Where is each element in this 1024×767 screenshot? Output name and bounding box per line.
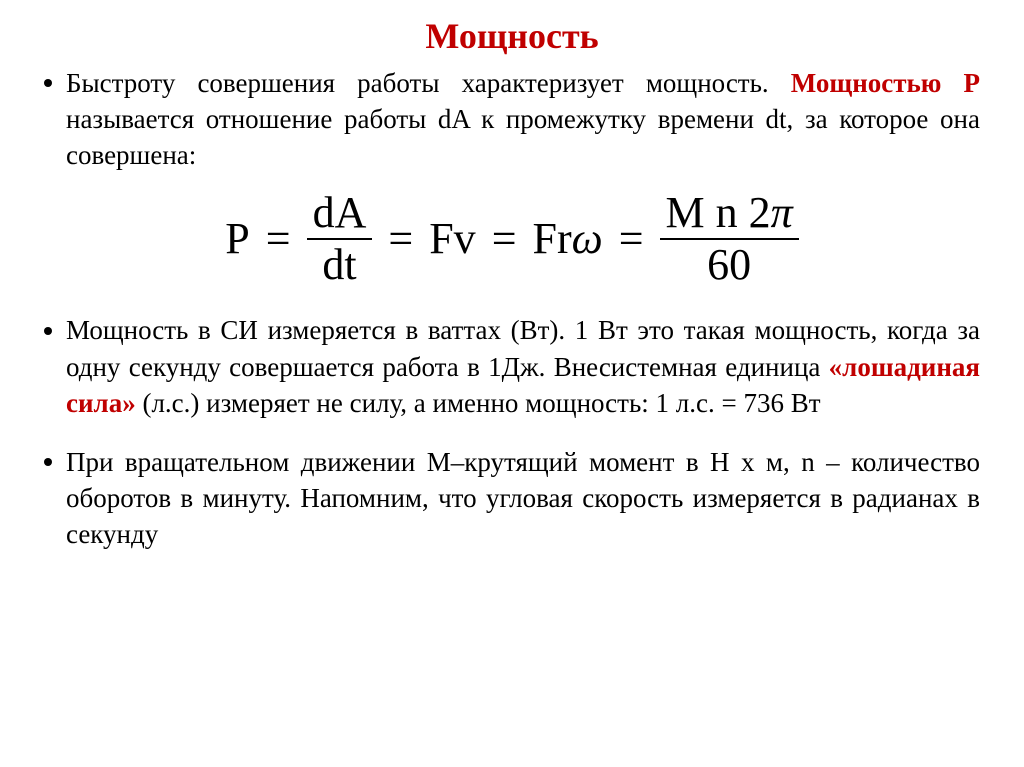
formula-eq1: =: [266, 217, 291, 261]
para1-text1: Быстроту совершения работы характеризует…: [66, 68, 791, 98]
formula-mid2-omega: ω: [572, 214, 603, 263]
formula-frac1-num: dA: [307, 188, 373, 238]
main-formula: P = dA dt = Fv = Frω = M n 2π 60: [44, 188, 980, 290]
formula-eq4: =: [619, 217, 644, 261]
formula-eq3: =: [492, 217, 517, 261]
para3-text1: При вращательном движении M–крутящий мом…: [66, 447, 980, 550]
formula-lhs: P: [225, 217, 249, 261]
formula-frac1: dA dt: [307, 188, 373, 290]
formula-mid2: Frω: [533, 217, 603, 261]
para2-text3: (л.с.) измеряет не силу, а именно мощнос…: [136, 388, 821, 418]
paragraph-2: Мощность в СИ измеряется в ваттах (Вт). …: [44, 312, 980, 421]
formula-eq2: =: [388, 217, 413, 261]
formula-frac1-den: dt: [316, 240, 362, 290]
formula-mid1: Fv: [429, 217, 475, 261]
page-title: Мощность: [44, 12, 980, 61]
formula-frac2-num: M n 2π: [660, 188, 799, 238]
para1-highlight: Мощностью P: [791, 68, 980, 98]
formula-frac2-num-pi: π: [771, 188, 793, 237]
formula-frac2: M n 2π 60: [660, 188, 799, 290]
formula-frac2-den: 60: [701, 240, 757, 290]
slide-page: Мощность Быстроту совершения работы хара…: [0, 0, 1024, 767]
paragraph-1: Быстроту совершения работы характеризует…: [44, 65, 980, 174]
paragraph-3: При вращательном движении M–крутящий мом…: [44, 444, 980, 553]
formula-frac2-num-mn2: M n 2: [666, 188, 771, 237]
formula-mid2-fr: Fr: [533, 214, 572, 263]
para1-text3: называется отношение работы dA к промежу…: [66, 104, 980, 170]
